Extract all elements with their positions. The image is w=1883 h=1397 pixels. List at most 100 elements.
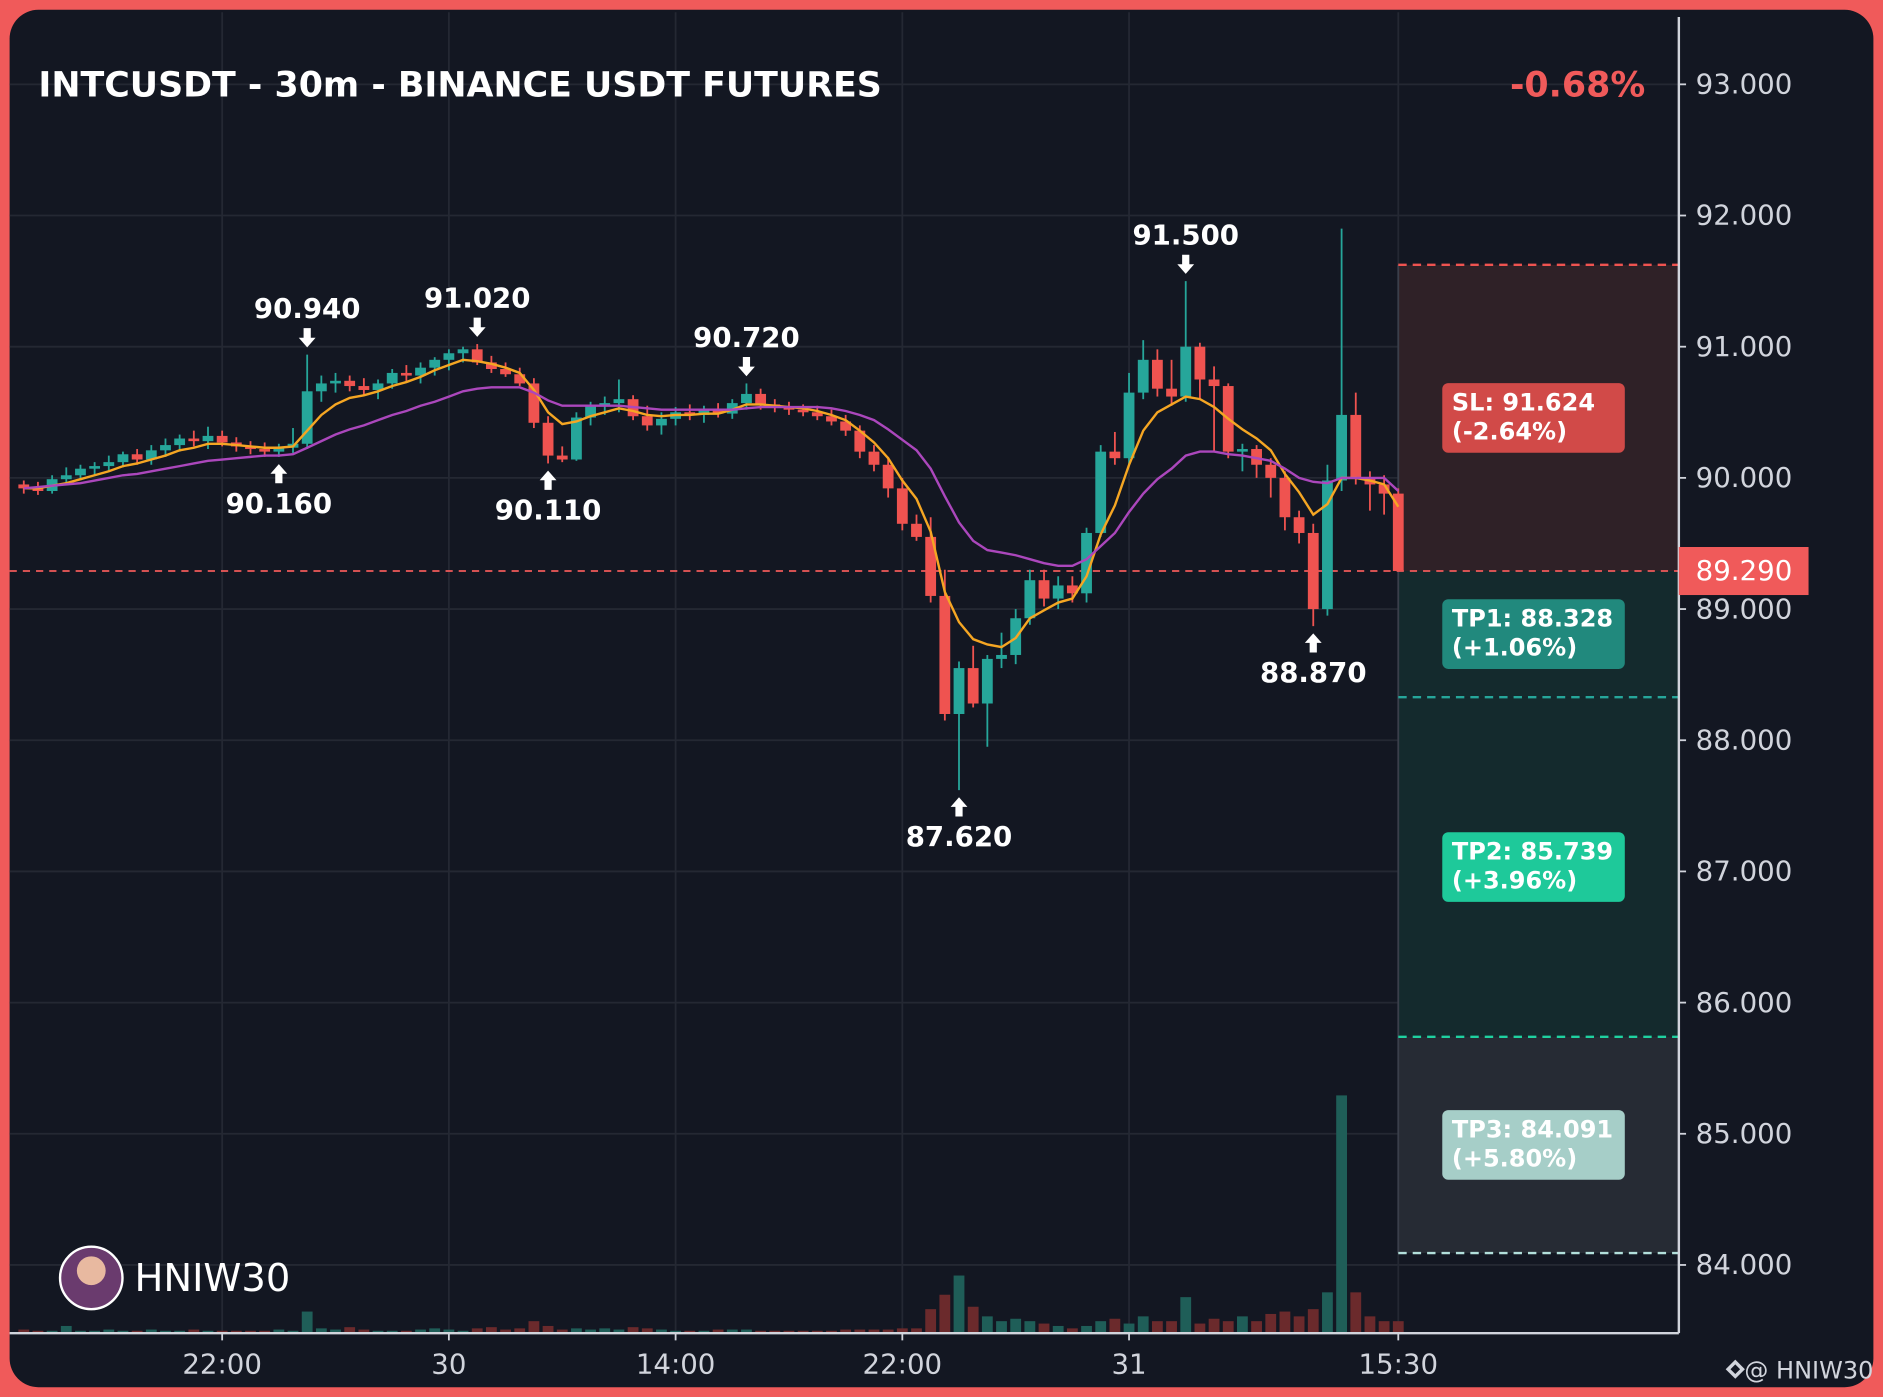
candle-body <box>1208 379 1220 387</box>
volume-bar <box>1392 1321 1404 1334</box>
volume-bar <box>556 1329 568 1334</box>
volume-bar <box>1038 1323 1050 1334</box>
level-pct: (-2.64%) <box>1452 417 1567 445</box>
level-pct: (+1.06%) <box>1452 634 1577 662</box>
volume-bar <box>1081 1325 1092 1334</box>
candle-body <box>1137 359 1149 393</box>
candle-body <box>400 372 412 376</box>
candle-body <box>1095 451 1107 533</box>
candle-body <box>684 412 696 415</box>
candle-body <box>868 451 880 465</box>
candle-body <box>1336 414 1348 481</box>
volume-bar <box>103 1329 115 1334</box>
volume-bar <box>1279 1311 1291 1334</box>
y-tick-label: 87.000 <box>1696 855 1793 888</box>
candle-body <box>1052 585 1064 599</box>
candle-body <box>386 372 398 384</box>
candle-body <box>1378 484 1390 494</box>
candle-body <box>840 421 852 431</box>
volume-bar <box>613 1329 625 1334</box>
axes: 93.000 92.000 91.000 90.000 89.000 88.000 87.0… <box>9 16 1809 1381</box>
candle-body <box>160 445 171 451</box>
marker-label: 91.020 <box>424 282 531 315</box>
candle-body <box>854 430 866 452</box>
volume-bar <box>911 1328 922 1334</box>
volume-bar <box>1151 1321 1163 1334</box>
marker-arrow <box>738 357 755 377</box>
volume-bar <box>599 1328 611 1334</box>
volume-bar <box>1237 1316 1248 1334</box>
candle-body <box>1180 346 1192 397</box>
candle-body <box>755 393 767 405</box>
candle-body <box>1392 493 1404 572</box>
marker-label: 87.620 <box>906 820 1013 853</box>
candle-body <box>301 391 313 444</box>
candle-body <box>613 399 625 404</box>
candle-body <box>797 409 809 413</box>
volume-bar <box>840 1329 852 1334</box>
candle-body <box>641 416 653 426</box>
volume-bar <box>1194 1323 1206 1334</box>
marker-arrow <box>1304 633 1322 653</box>
footer-icon <box>1725 1359 1745 1379</box>
volume-bar <box>301 1311 313 1334</box>
volume-bar <box>896 1328 908 1334</box>
price-change: -0.68% <box>1510 66 1645 106</box>
candle-body <box>315 383 327 392</box>
volume-bar <box>443 1329 455 1334</box>
x-tick-label: 14:00 <box>636 1348 716 1381</box>
level-label-box <box>1442 1110 1625 1180</box>
volume-bar <box>273 1329 285 1334</box>
volume-bar <box>429 1328 441 1334</box>
candle-body <box>372 383 384 390</box>
level-pct: (+5.80%) <box>1452 1144 1577 1172</box>
volume-bar <box>1180 1297 1192 1334</box>
volume-bar <box>1123 1323 1135 1334</box>
x-tick-label: 30 <box>431 1348 466 1381</box>
x-tick-label: 22:00 <box>182 1348 262 1381</box>
y-tick-label: 91.000 <box>1696 330 1793 363</box>
watermark: HNIW30 <box>58 1245 290 1311</box>
candle-body <box>939 595 951 715</box>
volume-bar <box>996 1321 1007 1334</box>
candle-body <box>32 488 44 491</box>
candle-body <box>556 455 568 460</box>
candle-body <box>500 368 511 375</box>
level-label: TP1: 88.328 <box>1452 605 1613 633</box>
volume-bar <box>726 1329 738 1334</box>
y-tick-label: 93.000 <box>1696 68 1793 101</box>
volume-bar <box>1166 1321 1177 1334</box>
volume-bar <box>1336 1095 1348 1334</box>
volume-bar <box>656 1329 667 1334</box>
volume-bar <box>571 1328 582 1334</box>
volume-bar <box>188 1329 200 1334</box>
candle-body <box>415 367 426 376</box>
footer: @ HNIW30 <box>1744 1357 1873 1385</box>
marker-arrow <box>468 317 486 337</box>
volume-bar <box>415 1329 426 1334</box>
plot <box>18 228 1404 791</box>
candle-body <box>656 418 667 426</box>
volume-bar <box>145 1329 157 1334</box>
level-label-box <box>1442 383 1625 453</box>
candle-body <box>103 462 115 467</box>
marker-label: 91.500 <box>1132 219 1239 252</box>
marker-label: 90.160 <box>226 487 333 520</box>
candle-body <box>1279 477 1291 518</box>
volume-bar <box>500 1329 511 1334</box>
level-pct: (+3.96%) <box>1452 866 1577 894</box>
volume-bar <box>1350 1292 1362 1334</box>
moving-average <box>23 358 1400 649</box>
volume-bar <box>1265 1313 1277 1334</box>
candle-body <box>896 488 908 524</box>
volume-bar <box>967 1306 979 1334</box>
avatar-face <box>76 1256 106 1286</box>
candle-body <box>1322 480 1333 610</box>
volume-bar <box>1024 1321 1036 1334</box>
marker-arrow <box>950 797 968 817</box>
candle-body <box>145 450 157 460</box>
marker-arrow <box>539 470 557 490</box>
candle-body <box>1024 580 1036 619</box>
price-tag <box>1678 546 1809 596</box>
